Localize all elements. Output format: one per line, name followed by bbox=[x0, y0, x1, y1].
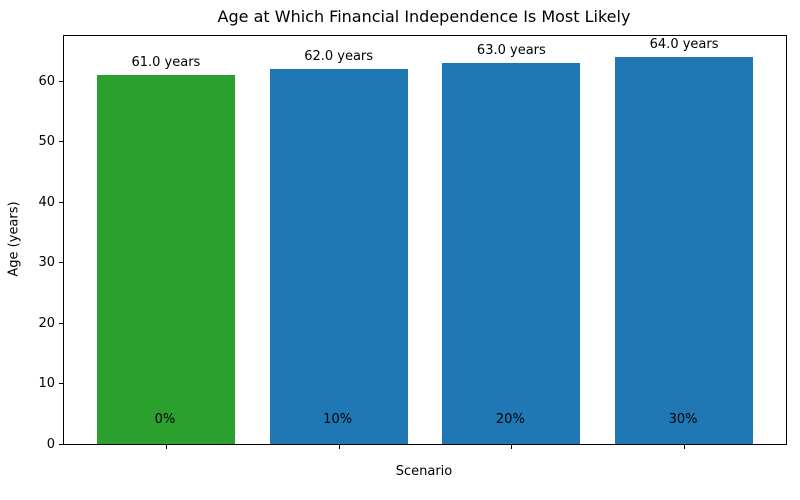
x-tick-label: 0% bbox=[154, 412, 176, 427]
bar-30% bbox=[615, 57, 754, 444]
y-tick-mark bbox=[59, 80, 63, 82]
bar-0% bbox=[96, 75, 235, 444]
x-tick-label: 30% bbox=[668, 412, 698, 427]
x-tick-mark bbox=[511, 445, 513, 449]
bar-10% bbox=[269, 69, 408, 444]
y-tick-mark bbox=[59, 262, 63, 264]
x-tick-mark bbox=[338, 445, 340, 449]
bar-value-label: 61.0 years bbox=[131, 55, 201, 71]
y-tick-label: 30 bbox=[38, 255, 55, 271]
y-tick-mark bbox=[59, 141, 63, 143]
bar-value-label: 64.0 years bbox=[649, 37, 719, 53]
bar-value-label: 62.0 years bbox=[304, 49, 374, 65]
x-tick-mark bbox=[684, 445, 686, 449]
bar-value-label: 63.0 years bbox=[476, 43, 546, 59]
y-tick-mark bbox=[59, 201, 63, 203]
plot-area: 0 10 20 30 40 50 60 61.0 years 62.0 years 63.0 ye… bbox=[38, 35, 787, 451]
bar-20% bbox=[442, 63, 581, 444]
x-tick-label: 10% bbox=[323, 412, 353, 427]
y-tick-label: 50 bbox=[38, 134, 55, 150]
chart-title: Age at Which Financial Independence Is M… bbox=[217, 7, 631, 26]
y-tick-label: 0 bbox=[46, 436, 55, 452]
y-tick-mark bbox=[59, 443, 63, 445]
y-tick-label: 20 bbox=[38, 315, 55, 331]
y-tick-mark bbox=[59, 322, 63, 324]
y-tick-label: 60 bbox=[38, 73, 55, 89]
y-tick-mark bbox=[59, 383, 63, 385]
y-tick-label: 40 bbox=[38, 194, 55, 210]
x-tick-label: 20% bbox=[495, 412, 525, 427]
y-tick-label: 10 bbox=[38, 376, 55, 392]
x-tick-mark bbox=[165, 445, 167, 449]
x-axis-label: Scenario bbox=[395, 464, 453, 479]
